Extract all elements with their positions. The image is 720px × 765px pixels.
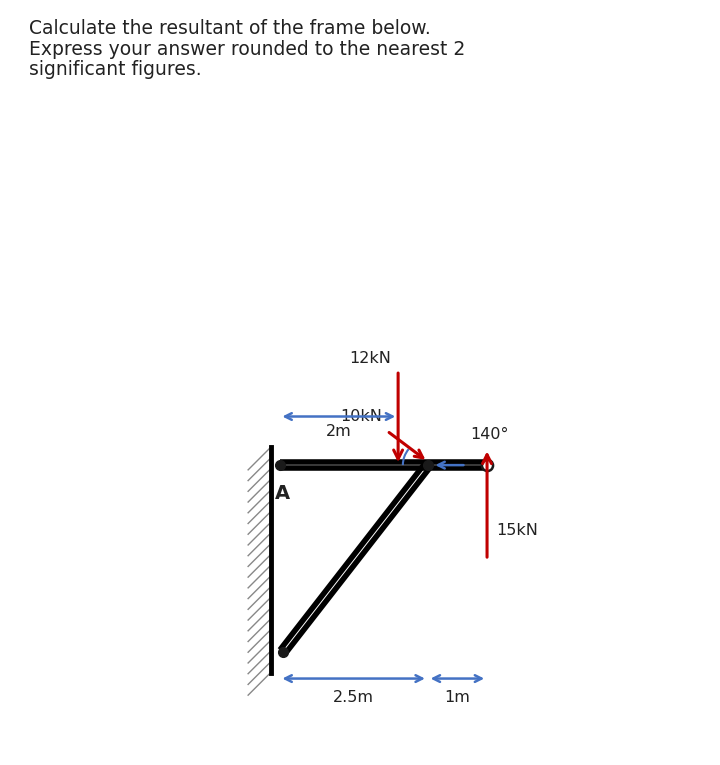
Text: 140°: 140° xyxy=(470,427,509,442)
Text: 15kN: 15kN xyxy=(496,522,538,538)
Text: significant figures.: significant figures. xyxy=(29,60,202,80)
Text: Express your answer rounded to the nearest 2: Express your answer rounded to the neare… xyxy=(29,40,465,59)
Text: A: A xyxy=(275,484,290,503)
Text: 12kN: 12kN xyxy=(349,350,391,366)
Text: 2m: 2m xyxy=(326,424,351,438)
Text: 1m: 1m xyxy=(444,691,470,705)
Text: 10kN: 10kN xyxy=(341,409,382,424)
Text: Calculate the resultant of the frame below.: Calculate the resultant of the frame bel… xyxy=(29,19,431,38)
Text: 2.5m: 2.5m xyxy=(333,691,374,705)
